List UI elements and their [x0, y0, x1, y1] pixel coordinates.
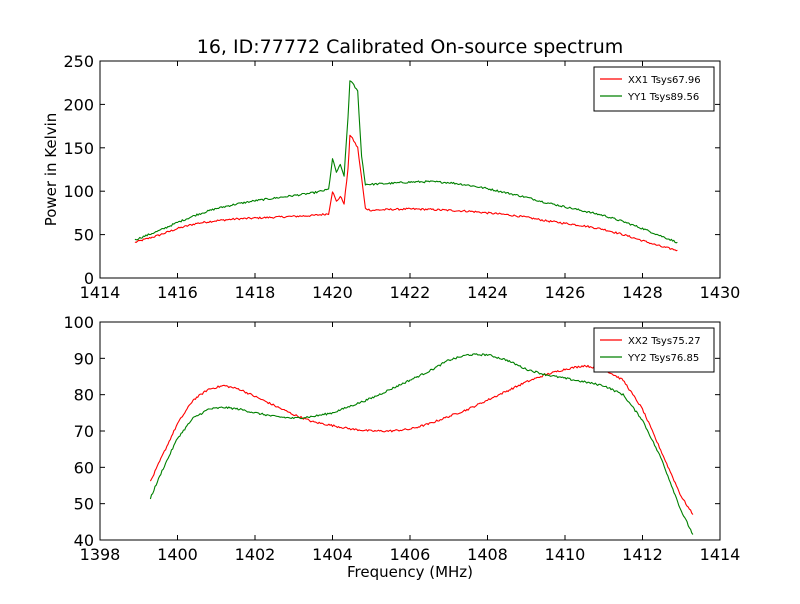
x-tick-label: 1420: [312, 283, 353, 302]
y-tick-label: 150: [63, 139, 94, 158]
bottom-panel: 1398 1400 1402 1404 1406 1408 1410 1412 1414 40 50…: [63, 313, 740, 581]
series-line-1: [149, 364, 694, 515]
y-axis-label: Power in Kelvin: [42, 113, 60, 227]
top-panel: 1414 1416 1418 1420 1422 1424 1426 1428 1430 0 50 1…: [42, 52, 740, 302]
legend-box: [593, 327, 715, 373]
legend-label-1: XX2 Tsys75.27: [628, 336, 701, 347]
x-tick-label: 1414: [80, 283, 121, 302]
y-tick-label: 100: [63, 182, 94, 201]
y-tick-label: 100: [63, 313, 94, 332]
x-tick-label: 1414: [700, 545, 741, 564]
x-tick-label: 1398: [80, 545, 121, 564]
y-tick-label: 40: [74, 531, 94, 550]
x-tick-label: 1404: [312, 545, 353, 564]
x-tick-label: 1418: [235, 283, 276, 302]
legend: XX1 Tsys67.96 YY1 Tsys89.56: [593, 66, 715, 112]
y-tick-label: 0: [84, 269, 94, 288]
x-tick-label: 1424: [467, 283, 508, 302]
x-axis-label: Frequency (MHz): [347, 563, 473, 581]
x-tick-label: 1410: [545, 545, 586, 564]
x-tick-label: 1416: [157, 283, 198, 302]
x-tick-label: 1426: [545, 283, 586, 302]
x-tick-label: 1430: [700, 283, 741, 302]
y-tick-label: 200: [63, 95, 94, 114]
y-tick-label: 250: [63, 52, 94, 71]
x-tick-label: 1412: [622, 545, 663, 564]
x-tick-label: 1428: [622, 283, 663, 302]
x-tick-label: 1406: [390, 545, 431, 564]
series-line-2: [149, 353, 694, 535]
y-tick-label: 80: [74, 386, 94, 405]
chart-title: 16, ID:77772 Calibrated On-source spectr…: [197, 36, 624, 58]
series-line-1: [134, 134, 678, 252]
x-tick-label: 1400: [157, 545, 198, 564]
legend-label-2: YY2 Tsys76.85: [627, 353, 699, 364]
x-tick-label: 1422: [390, 283, 431, 302]
legend-label-1: XX1 Tsys67.96: [628, 75, 701, 86]
y-tick-label: 60: [74, 458, 94, 477]
x-tick-label: 1402: [235, 545, 276, 564]
legend-box: [593, 66, 715, 112]
y-tick-label: 90: [74, 349, 94, 368]
legend-label-2: YY1 Tsys89.56: [627, 92, 699, 103]
y-tick-label: 50: [74, 495, 94, 514]
y-tick-label: 70: [74, 422, 94, 441]
legend: XX2 Tsys75.27 YY2 Tsys76.85: [593, 327, 715, 373]
series-line-2: [134, 80, 678, 244]
x-tick-label: 1408: [467, 545, 508, 564]
y-tick-label: 50: [74, 226, 94, 245]
